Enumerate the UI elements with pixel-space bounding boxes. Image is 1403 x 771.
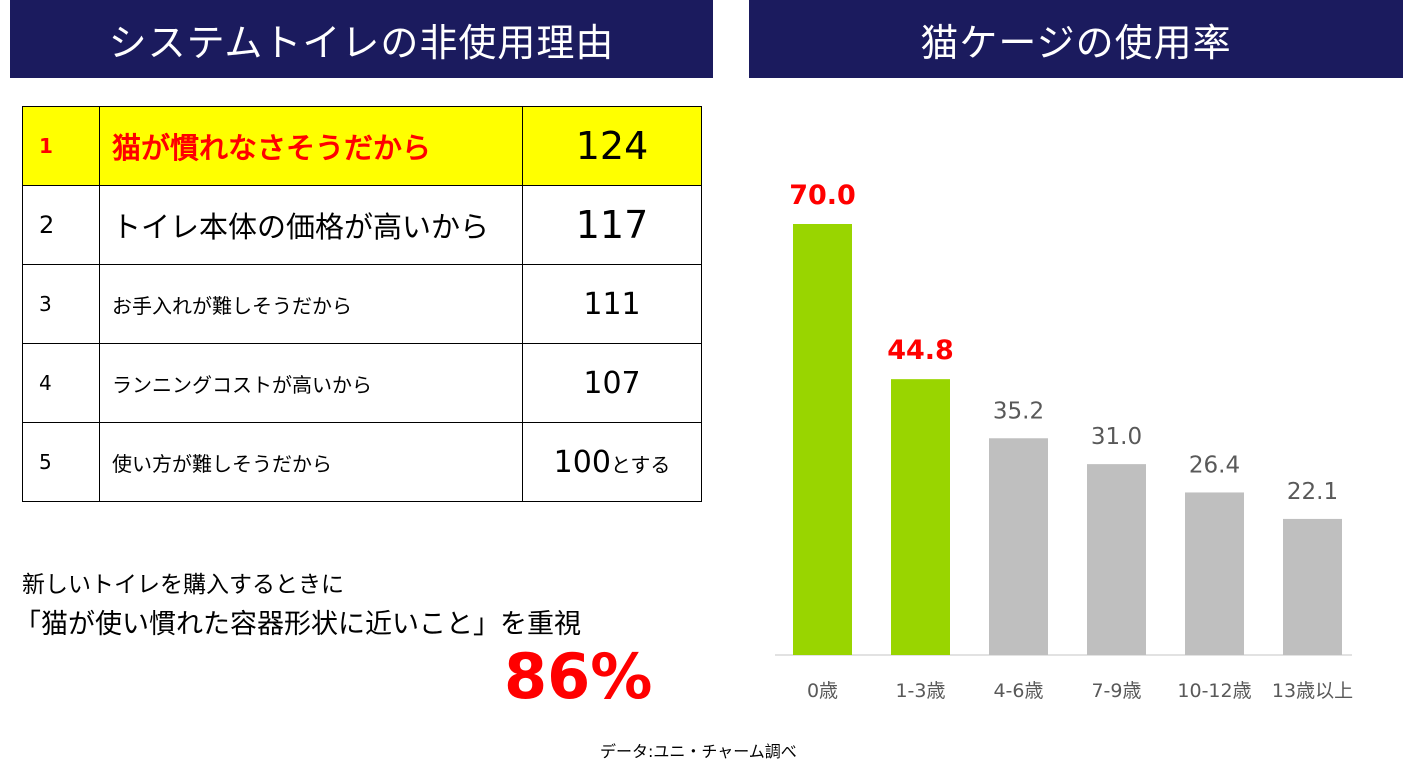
x-tick-label: 7-9歳 — [1091, 680, 1141, 702]
bar-value-label: 35.2 — [993, 398, 1044, 424]
table-row: 3 お手入れが難しそうだから 111 — [22, 264, 702, 344]
reason-value: 124 — [522, 106, 702, 186]
bar-value-label: 70.0 — [789, 180, 856, 211]
x-tick-label: 1-3歳 — [895, 680, 945, 702]
bar-value-label: 44.8 — [887, 335, 954, 366]
value-suffix: とする — [610, 452, 671, 477]
note-line-1: 新しいトイレを購入するときに — [22, 572, 344, 598]
bar-2 — [891, 379, 950, 655]
left-panel-title: システムトイレの非使用理由 — [10, 0, 713, 78]
bar-3 — [989, 438, 1048, 655]
bar-4 — [1087, 464, 1146, 655]
bar-value-label: 22.1 — [1287, 479, 1338, 505]
bar-1 — [793, 224, 852, 655]
table-row: 5 使い方が難しそうだから 100とする — [22, 422, 702, 502]
table-row: 1 猫が慣れなさそうだから 124 — [22, 106, 702, 186]
reason-text: お手入れが難しそうだから — [99, 264, 523, 344]
reasons-table: 1 猫が慣れなさそうだから 124 2 トイレ本体の価格が高いから 117 3 … — [22, 106, 702, 502]
note-percent: 86% — [504, 640, 653, 713]
x-tick-label: 0歳 — [807, 680, 838, 702]
reason-value: 100とする — [522, 422, 702, 502]
table-row: 2 トイレ本体の価格が高いから 117 — [22, 185, 702, 265]
rank-number: 1 — [22, 106, 100, 186]
data-source: データ:ユニ・チャーム調べ — [600, 742, 797, 761]
value-number: 107 — [583, 365, 641, 401]
x-tick-label: 13歳以上 — [1272, 680, 1353, 702]
x-tick-label: 4-6歳 — [993, 680, 1043, 702]
reason-value: 117 — [522, 185, 702, 265]
table-row: 4 ランニングコストが高いから 107 — [22, 343, 702, 423]
value-number: 124 — [575, 124, 649, 168]
reason-text: ランニングコストが高いから — [99, 343, 523, 423]
reason-text: 猫が慣れなさそうだから — [99, 106, 523, 186]
bar-5 — [1185, 492, 1244, 655]
rank-number: 3 — [22, 264, 100, 344]
bar-value-label: 31.0 — [1091, 424, 1142, 450]
rank-number: 5 — [22, 422, 100, 502]
reason-value: 111 — [522, 264, 702, 344]
note-line-2: 「猫が使い慣れた容器形状に近いこと」を重視 — [14, 609, 581, 640]
value-number: 100 — [553, 444, 611, 480]
bar-value-label: 26.4 — [1189, 452, 1240, 478]
value-number: 117 — [575, 203, 649, 247]
x-tick-label: 10-12歳 — [1177, 680, 1251, 702]
reason-text: 使い方が難しそうだから — [99, 422, 523, 502]
right-panel-title: 猫ケージの使用率 — [749, 0, 1403, 78]
rank-number: 2 — [22, 185, 100, 265]
bar-6 — [1283, 518, 1342, 655]
reason-text: トイレ本体の価格が高いから — [99, 185, 523, 265]
value-number: 111 — [583, 286, 641, 322]
rank-number: 4 — [22, 343, 100, 423]
reason-value: 107 — [522, 343, 702, 423]
cage-usage-chart: 70.0 0歳 44.8 1-3歳 35.2 4-6歳 31.0 7-9歳 26.4 10-12歳… — [775, 180, 1353, 702]
